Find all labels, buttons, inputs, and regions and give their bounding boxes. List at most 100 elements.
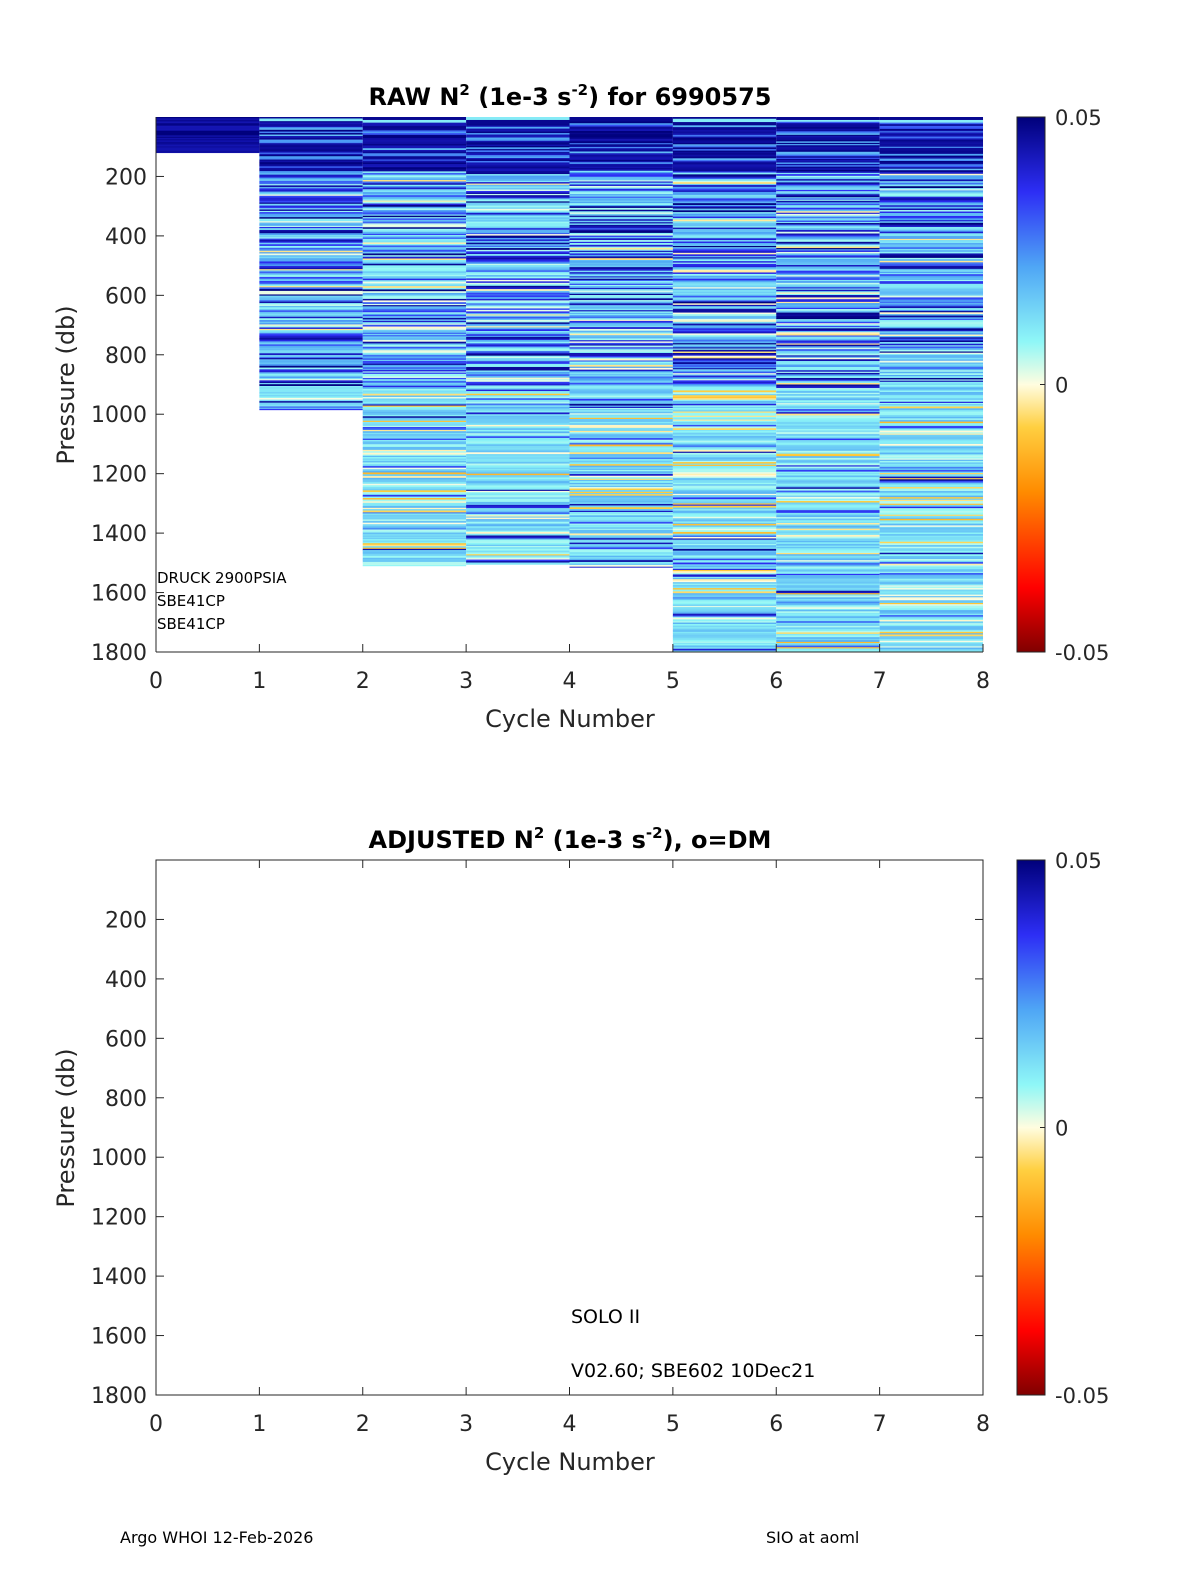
x-tick-label: 8 bbox=[976, 669, 990, 694]
heatmap-cell bbox=[776, 523, 880, 525]
heatmap-cell bbox=[672, 328, 777, 331]
heatmap-cell bbox=[879, 156, 984, 160]
heatmap-cell bbox=[362, 189, 467, 192]
heatmap-cell bbox=[466, 273, 570, 276]
heatmap-cell bbox=[672, 213, 777, 216]
heatmap-cell bbox=[879, 605, 984, 608]
heatmap-cell bbox=[672, 308, 777, 311]
heatmap-cell bbox=[879, 427, 984, 430]
heatmap-cell bbox=[466, 158, 570, 160]
heatmap-cell bbox=[466, 179, 570, 182]
heatmap-cell bbox=[672, 147, 777, 150]
heatmap-cell bbox=[259, 149, 363, 152]
heatmap-cell bbox=[776, 593, 880, 595]
heatmap-cell bbox=[672, 497, 777, 500]
heatmap-cell bbox=[776, 608, 880, 611]
heatmap-cell bbox=[362, 481, 467, 485]
heatmap-cell bbox=[879, 293, 984, 295]
heatmap-cell bbox=[259, 131, 363, 134]
heatmap-cell bbox=[672, 553, 777, 556]
y-tick-label: 1400 bbox=[91, 522, 147, 547]
heatmap-cell bbox=[259, 147, 363, 149]
heatmap-cell bbox=[672, 594, 777, 597]
heatmap-cell bbox=[362, 232, 467, 235]
heatmap-cell bbox=[466, 278, 570, 281]
heatmap-cell bbox=[259, 361, 363, 363]
heatmap-cell bbox=[569, 282, 673, 285]
heatmap-cell bbox=[776, 179, 880, 182]
heatmap-cell bbox=[776, 355, 880, 357]
heatmap-cell bbox=[466, 354, 570, 357]
heatmap-cell bbox=[776, 406, 880, 409]
heatmap-cell bbox=[466, 380, 570, 383]
heatmap-cell bbox=[672, 177, 777, 180]
heatmap-cell bbox=[569, 163, 673, 166]
heatmap-cell bbox=[879, 468, 984, 471]
heatmap-cell bbox=[466, 131, 570, 134]
heatmap-cell bbox=[672, 371, 777, 374]
heatmap-cell bbox=[672, 297, 777, 300]
heatmap-cell bbox=[466, 490, 570, 493]
heatmap-cell bbox=[776, 553, 880, 555]
heatmap-cell bbox=[672, 131, 777, 134]
heatmap-cell bbox=[362, 462, 467, 465]
heatmap-cell bbox=[259, 267, 363, 270]
heatmap-cell bbox=[776, 140, 880, 142]
heatmap-cell bbox=[879, 405, 984, 407]
heatmap-cell bbox=[466, 246, 570, 249]
heatmap-cell bbox=[776, 359, 880, 362]
heatmap-cell bbox=[879, 285, 984, 288]
heatmap-cell bbox=[569, 505, 673, 508]
heatmap-cell bbox=[362, 563, 467, 566]
heatmap-cell bbox=[466, 409, 570, 412]
heatmap-cell bbox=[569, 462, 673, 465]
heatmap-cell bbox=[466, 361, 570, 363]
heatmap-cell bbox=[672, 542, 777, 545]
heatmap-cell bbox=[569, 416, 673, 419]
heatmap-cell bbox=[362, 371, 467, 374]
heatmap-cell bbox=[569, 472, 673, 475]
heatmap-cell bbox=[776, 627, 880, 630]
heatmap-cell bbox=[672, 406, 777, 409]
heatmap-cell bbox=[879, 449, 984, 452]
heatmap-cell bbox=[879, 411, 984, 414]
heatmap-cell bbox=[466, 473, 570, 476]
heatmap-cell bbox=[776, 160, 880, 162]
heatmap-cell bbox=[672, 618, 777, 620]
heatmap-cell bbox=[776, 138, 880, 141]
heatmap-cell bbox=[259, 377, 363, 380]
heatmap-cell bbox=[879, 508, 984, 510]
heatmap-cell bbox=[672, 188, 777, 191]
heatmap-cell bbox=[776, 226, 880, 229]
heatmap-cell bbox=[776, 505, 880, 508]
heatmap-cell bbox=[672, 244, 777, 247]
heatmap-cell bbox=[569, 209, 673, 212]
heatmap-cell bbox=[466, 186, 570, 189]
heatmap-cell bbox=[362, 396, 467, 399]
x-tick-label: 0 bbox=[149, 669, 163, 694]
heatmap-cell bbox=[672, 628, 777, 631]
heatmap-cell bbox=[879, 205, 984, 208]
heatmap-cell bbox=[672, 584, 777, 588]
heatmap-cell bbox=[569, 406, 673, 409]
heatmap-cell bbox=[879, 220, 984, 222]
heatmap-cell bbox=[672, 368, 777, 370]
heatmap-cell bbox=[259, 336, 363, 339]
heatmap-cell bbox=[672, 546, 777, 548]
heatmap-cell bbox=[672, 226, 777, 228]
heatmap-cell bbox=[672, 386, 777, 390]
heatmap-cell bbox=[672, 366, 777, 369]
adjusted-colorbar: 0.050-0.05 bbox=[1016, 849, 1109, 1408]
heatmap-cell bbox=[466, 479, 570, 482]
heatmap-cell bbox=[672, 469, 777, 472]
heatmap-cell bbox=[672, 591, 777, 594]
heatmap-cell bbox=[776, 554, 880, 557]
heatmap-cell bbox=[879, 306, 984, 309]
heatmap-cell bbox=[672, 533, 777, 536]
heatmap-cell bbox=[776, 121, 880, 124]
heatmap-cell bbox=[259, 395, 363, 397]
heatmap-cell bbox=[362, 488, 467, 491]
heatmap-cell bbox=[362, 532, 467, 535]
heatmap-cell bbox=[259, 290, 363, 294]
heatmap-cell bbox=[672, 514, 777, 516]
